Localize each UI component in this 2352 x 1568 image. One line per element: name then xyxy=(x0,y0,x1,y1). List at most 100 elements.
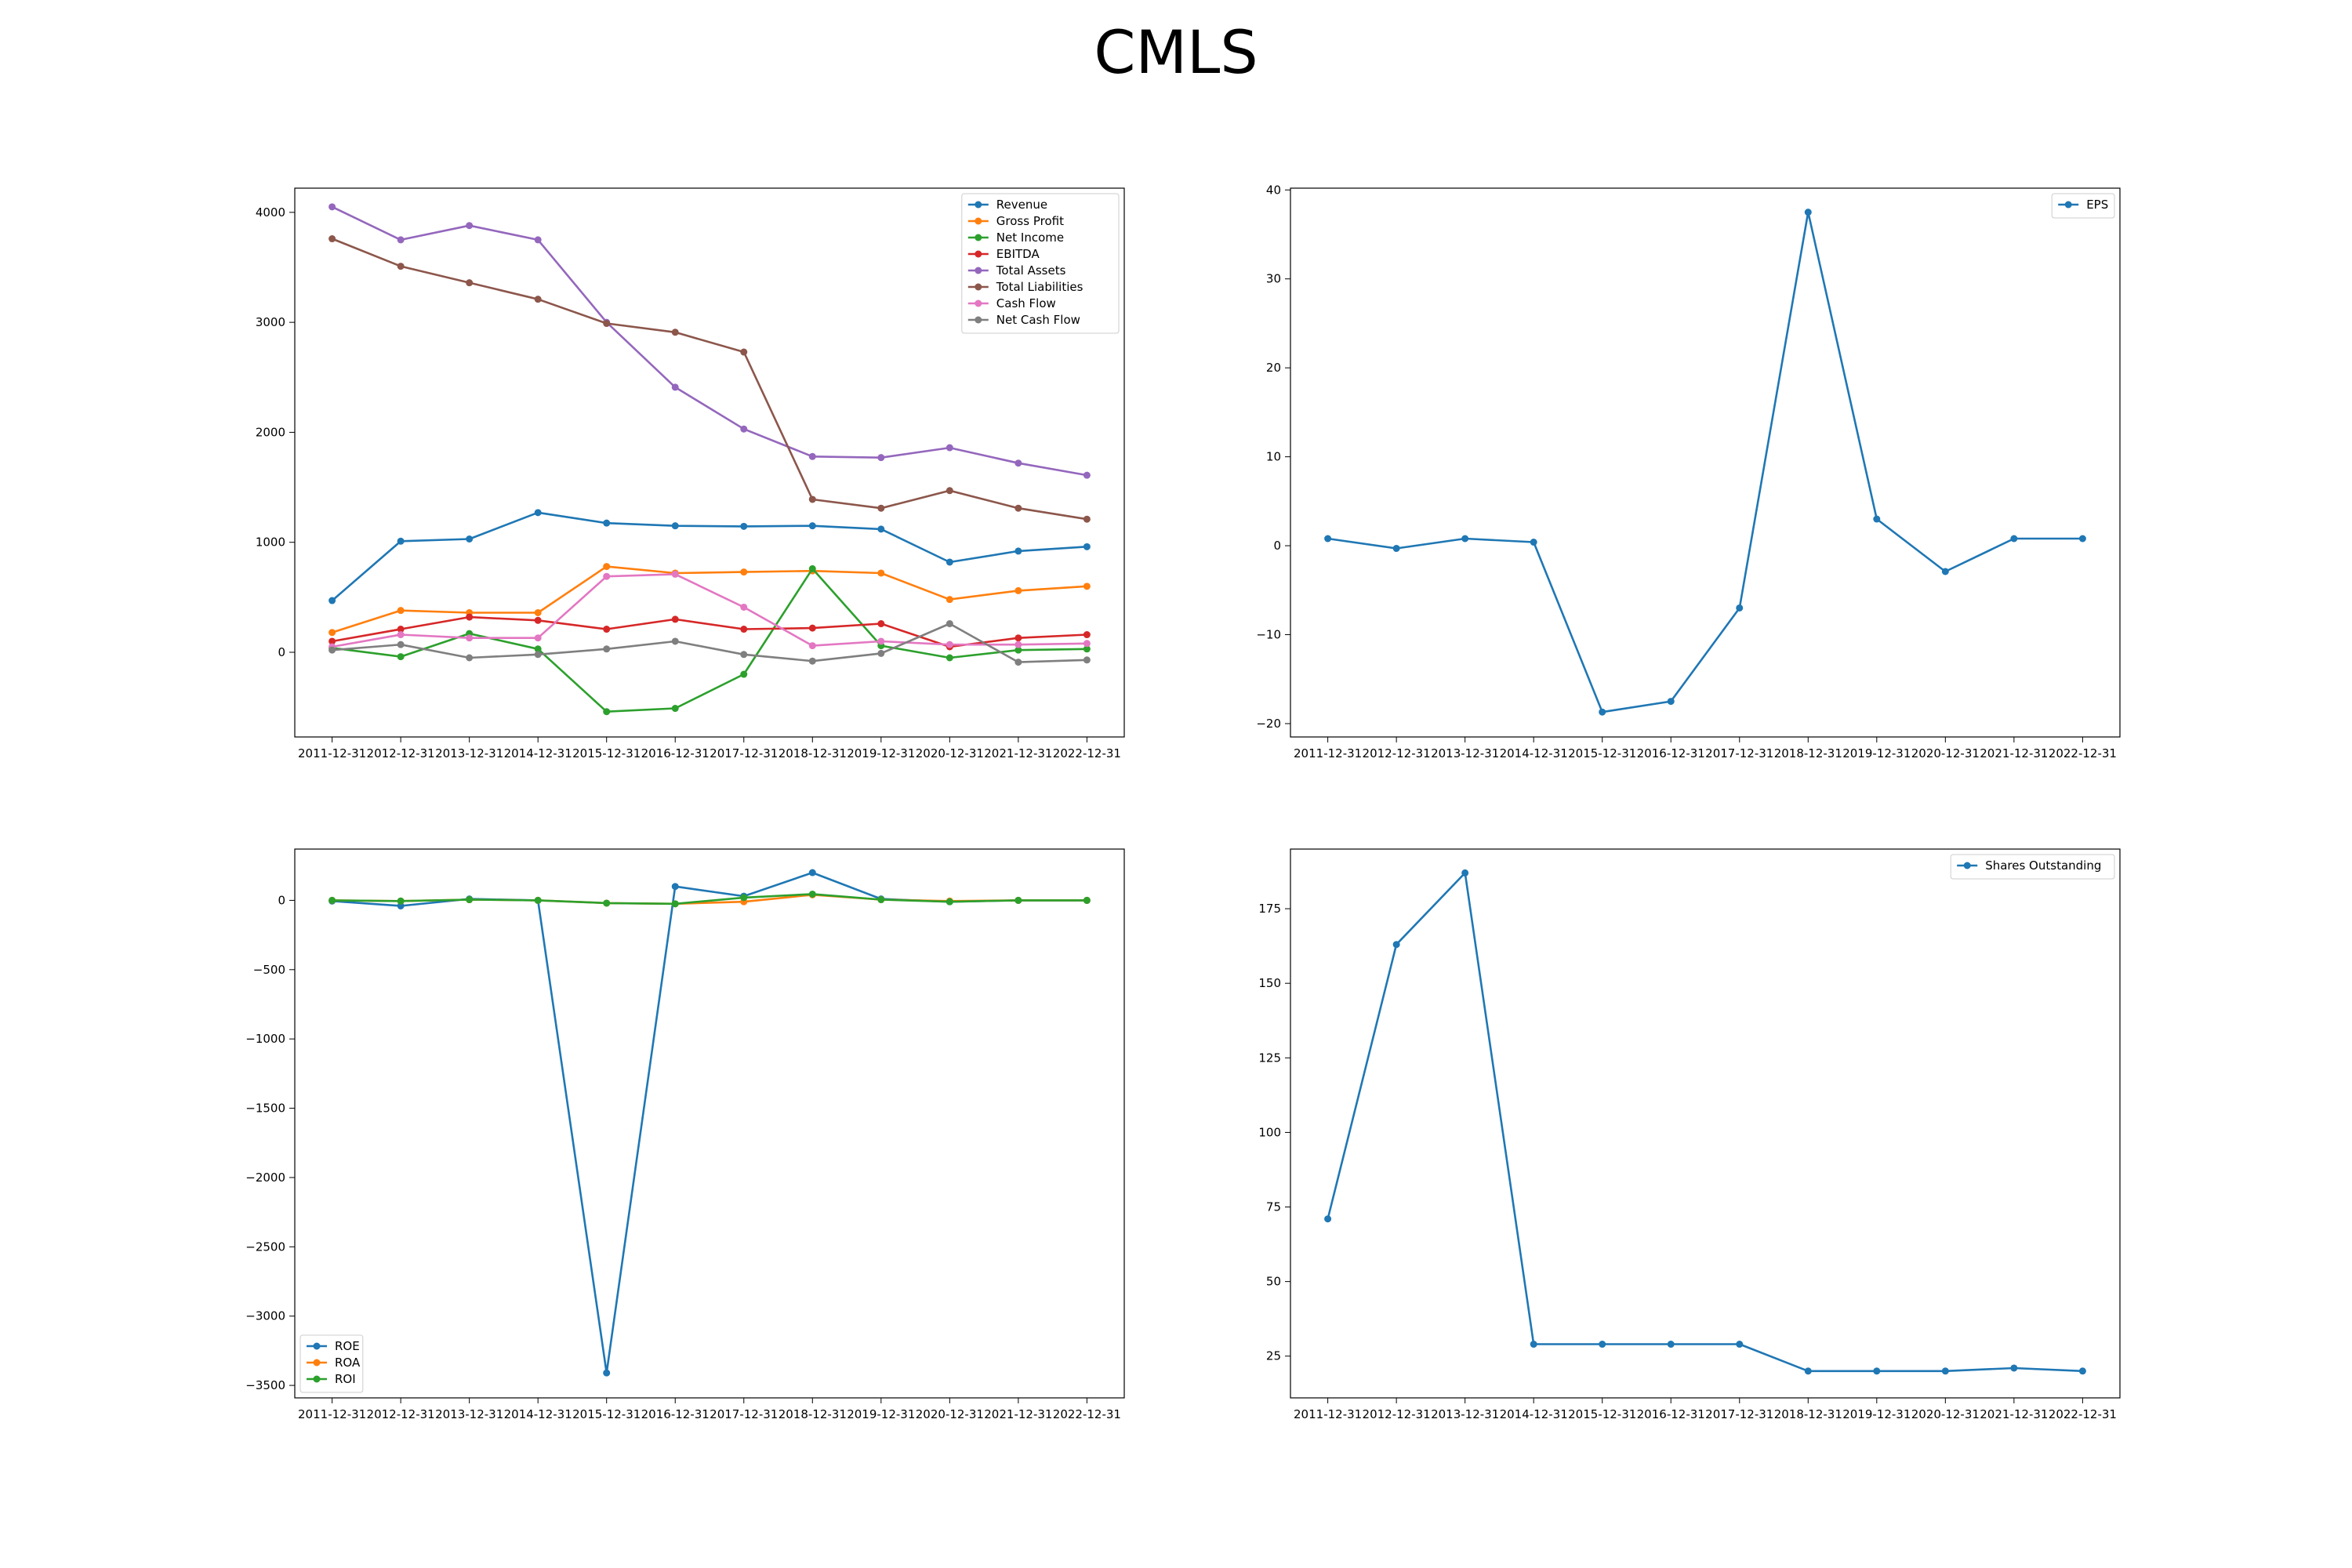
data-point-net-cash-flow xyxy=(603,645,611,653)
data-point-ebitda xyxy=(534,616,542,624)
data-point-cash-flow xyxy=(534,634,542,642)
data-point-cash-flow xyxy=(808,642,816,650)
data-point-revenue xyxy=(808,522,816,530)
y-tick-label: −2000 xyxy=(245,1171,285,1185)
data-point-ebitda xyxy=(466,613,474,621)
figure-title: CMLS xyxy=(1094,17,1258,87)
data-point-shares-outstanding xyxy=(1804,1367,1812,1375)
data-point-shares-outstanding xyxy=(1599,1341,1606,1348)
series-line-eps xyxy=(1327,211,2083,713)
legend-marker-total-liabilities xyxy=(975,283,982,291)
data-point-roi xyxy=(466,896,474,904)
data-point-revenue xyxy=(877,525,885,533)
data-point-revenue xyxy=(740,522,748,530)
x-tick-label: 2015-12-31 xyxy=(1568,1407,1636,1421)
data-point-roe xyxy=(671,883,679,891)
y-tick-label: 175 xyxy=(1258,902,1281,916)
x-tick-label: 2018-12-31 xyxy=(1774,746,1842,760)
x-tick-label: 2021-12-31 xyxy=(984,1407,1052,1421)
data-point-revenue xyxy=(328,597,336,604)
data-point-roi xyxy=(877,896,885,904)
data-point-revenue xyxy=(946,558,953,566)
x-tick-label: 2020-12-31 xyxy=(1911,746,1980,760)
data-point-net-income xyxy=(946,654,953,662)
y-tick-label: 20 xyxy=(1266,361,1281,375)
data-point-net-income xyxy=(1014,646,1022,654)
y-tick-label: 30 xyxy=(1266,272,1281,286)
x-tick-label: 2022-12-31 xyxy=(1053,746,1121,760)
data-point-revenue xyxy=(534,509,542,517)
legend-label-ebitda: EBITDA xyxy=(996,247,1040,261)
data-point-roe xyxy=(808,869,816,877)
legend-label-roa: ROA xyxy=(335,1356,361,1370)
y-tick-label: 1000 xyxy=(256,535,285,550)
data-point-gross-profit xyxy=(877,569,885,577)
legend-label-total-liabilities: Total Liabilities xyxy=(996,280,1083,294)
data-point-roi xyxy=(397,897,405,905)
data-point-shares-outstanding xyxy=(1392,941,1400,949)
data-point-ebitda xyxy=(740,626,748,633)
x-tick-label: 2020-12-31 xyxy=(916,746,984,760)
legend-label-eps: EPS xyxy=(2086,198,2108,212)
data-point-eps xyxy=(1461,535,1469,543)
legend: Revenue Gross Profit Net Income EBITDA Total… xyxy=(961,193,1120,334)
y-tick-label: 2000 xyxy=(256,425,285,439)
data-point-total-liabilities xyxy=(877,504,885,512)
y-tick-label: 150 xyxy=(1258,976,1281,990)
x-tick-label: 2019-12-31 xyxy=(1842,746,1911,760)
data-point-total-assets xyxy=(740,425,748,433)
data-point-ebitda xyxy=(1083,631,1091,639)
x-tick-label: 2017-12-31 xyxy=(710,746,778,760)
data-point-total-assets xyxy=(328,203,336,211)
financials-line-chart: 2011-12-31 2012-12-31 2013-12-31 2014-12-31… xyxy=(256,187,1125,760)
data-point-revenue xyxy=(397,537,405,545)
x-tick-label: 2012-12-31 xyxy=(367,746,435,760)
data-point-shares-outstanding xyxy=(1941,1367,1949,1375)
data-point-cash-flow xyxy=(466,634,474,642)
data-point-shares-outstanding xyxy=(1324,1215,1332,1223)
y-tick-label: −10 xyxy=(1256,628,1281,642)
data-point-cash-flow xyxy=(397,631,405,639)
x-tick-label: 2017-12-31 xyxy=(710,1407,778,1421)
data-point-total-liabilities xyxy=(1083,515,1091,523)
data-point-ebitda xyxy=(808,624,816,632)
data-point-shares-outstanding xyxy=(1530,1341,1537,1348)
data-point-eps xyxy=(1736,604,1744,612)
data-point-revenue xyxy=(1083,543,1091,550)
data-point-roi xyxy=(328,896,336,904)
legend-label-roe: ROE xyxy=(335,1339,360,1353)
x-tick-label: 2015-12-31 xyxy=(1568,746,1636,760)
legend-marker-eps xyxy=(2064,201,2072,209)
x-tick-label: 2011-12-31 xyxy=(1294,746,1362,760)
returns-line-chart: 2011-12-31 2012-12-31 2013-12-31 2014-12-31… xyxy=(245,848,1125,1421)
data-point-total-liabilities xyxy=(328,235,336,243)
data-point-gross-profit xyxy=(603,563,611,571)
data-point-eps xyxy=(1667,698,1675,706)
x-tick-label: 2020-12-31 xyxy=(1911,1407,1980,1421)
data-point-total-assets xyxy=(534,236,542,244)
data-point-eps xyxy=(1873,515,1881,523)
plot-frame xyxy=(1290,187,2121,738)
data-point-gross-profit xyxy=(328,629,336,637)
x-tick-label: 2013-12-31 xyxy=(435,746,503,760)
legend-marker-revenue xyxy=(975,201,982,209)
x-tick-label: 2020-12-31 xyxy=(916,1407,984,1421)
data-point-roi xyxy=(534,896,542,904)
x-tick-label: 2012-12-31 xyxy=(367,1407,435,1421)
y-tick-label: 0 xyxy=(1273,539,1281,553)
x-tick-label: 2014-12-31 xyxy=(504,746,572,760)
x-tick-label: 2018-12-31 xyxy=(779,1407,847,1421)
data-point-net-cash-flow xyxy=(397,641,405,648)
data-point-eps xyxy=(1324,535,1332,543)
series-line-roi xyxy=(332,893,1087,906)
data-point-revenue xyxy=(1014,547,1022,555)
legend-label-gross-profit: Gross Profit xyxy=(996,214,1064,228)
eps-line-chart: 2011-12-31 2012-12-31 2013-12-31 2014-12-31… xyxy=(1256,183,2121,760)
data-point-total-liabilities xyxy=(466,279,474,287)
x-tick-label: 2013-12-31 xyxy=(1431,1407,1499,1421)
y-tick-label: −1000 xyxy=(245,1032,285,1046)
plot-frame xyxy=(294,187,1125,738)
data-point-roi xyxy=(1083,896,1091,904)
legend-box xyxy=(1950,854,2115,880)
data-point-net-income xyxy=(808,564,816,572)
